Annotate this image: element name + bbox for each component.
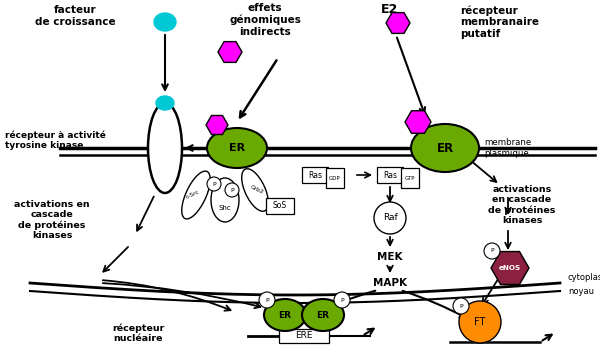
Text: Ras: Ras [383,171,397,180]
Ellipse shape [207,128,267,168]
Text: FT: FT [475,317,485,327]
Text: ER: ER [317,311,329,320]
Text: MEK: MEK [377,252,403,262]
Ellipse shape [211,178,239,222]
Text: ER: ER [229,143,245,153]
Polygon shape [491,252,529,284]
Text: SoS: SoS [273,201,287,210]
Ellipse shape [264,299,306,331]
Polygon shape [386,13,410,33]
Polygon shape [206,116,228,135]
Text: ER: ER [278,311,292,320]
Text: eNOS: eNOS [499,265,521,271]
Text: Grb2: Grb2 [250,185,265,195]
Text: effets
génomiques
indirects: effets génomiques indirects [229,3,301,37]
Text: c-Src: c-Src [185,190,200,200]
Text: noyau: noyau [568,288,594,297]
FancyBboxPatch shape [377,167,403,183]
Text: activations en
cascade
de protéines
kinases: activations en cascade de protéines kina… [14,200,90,241]
Text: cytoplasme: cytoplasme [568,272,600,281]
Circle shape [259,292,275,308]
Circle shape [453,298,469,314]
Text: E2: E2 [382,3,398,16]
Circle shape [374,202,406,234]
Ellipse shape [154,13,176,31]
Text: ERE: ERE [295,331,313,340]
Ellipse shape [182,171,210,219]
Ellipse shape [302,299,344,331]
FancyBboxPatch shape [279,329,329,343]
Circle shape [207,177,221,191]
FancyBboxPatch shape [326,168,344,188]
FancyBboxPatch shape [401,168,419,188]
Text: P: P [230,187,234,192]
Ellipse shape [242,169,268,211]
Text: P: P [459,303,463,308]
Text: P: P [340,298,344,303]
Text: récepteur à activité
tyrosine kinase: récepteur à activité tyrosine kinase [5,130,106,150]
Text: membrane
plasmique: membrane plasmique [484,138,531,158]
Text: ER: ER [436,141,454,154]
Polygon shape [218,42,242,62]
Circle shape [225,183,239,197]
Text: récepteur
nucléaire: récepteur nucléaire [112,323,164,343]
Text: P: P [212,182,216,186]
Ellipse shape [411,124,479,172]
Text: activations
en cascade
de protéines
kinases: activations en cascade de protéines kina… [488,185,556,225]
Text: récepteur
membranaire
putatif: récepteur membranaire putatif [460,5,539,39]
Circle shape [334,292,350,308]
Text: P: P [490,248,494,253]
Polygon shape [405,111,431,133]
FancyBboxPatch shape [266,198,294,214]
Text: Raf: Raf [383,214,397,223]
Circle shape [484,243,500,259]
Ellipse shape [148,103,182,193]
Text: GDP: GDP [329,176,341,181]
Text: P: P [265,298,269,303]
Text: GTP: GTP [405,176,415,181]
Text: Shc: Shc [218,205,232,211]
Circle shape [459,301,501,343]
FancyBboxPatch shape [302,167,328,183]
Text: Ras: Ras [308,171,322,180]
Text: facteur
de croissance: facteur de croissance [35,5,115,27]
Text: MAPK: MAPK [373,278,407,288]
Ellipse shape [156,96,174,110]
